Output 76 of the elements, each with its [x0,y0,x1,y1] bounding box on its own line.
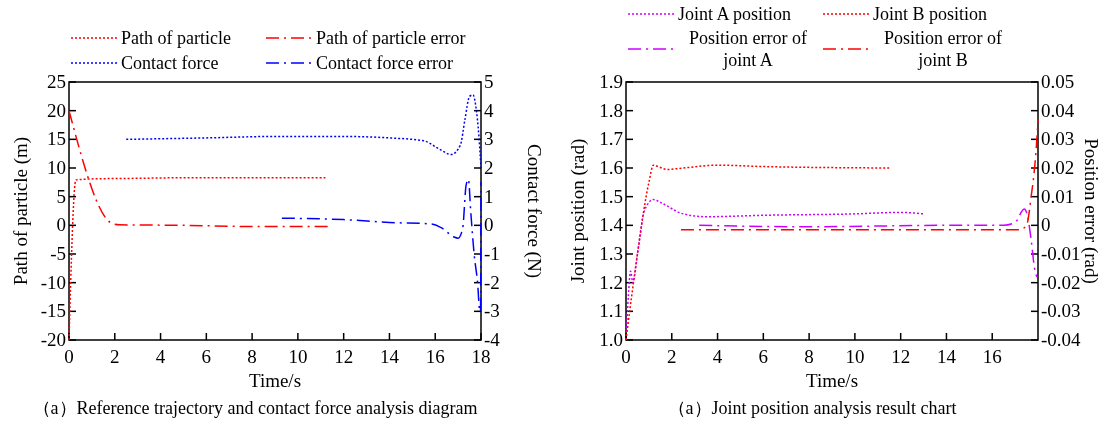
legend-label: Position error of joint A [689,28,807,70]
legend-label: Path of particle error [316,28,466,48]
y2-tick-label: 2 [484,157,494,178]
y2-tick-label: 0.03 [1041,128,1075,150]
x-tick-label: 12 [891,346,911,367]
y-tick-label: -15 [40,300,66,322]
y2-tick-label: 5 [484,71,494,92]
y2-tick-label: -0.03 [1041,300,1081,322]
y-tick-label: -20 [40,329,66,350]
legend-label: Path of particle [121,28,231,48]
y-axis-title: Path of particle (m) [10,136,32,286]
y-tick-label: 1.1 [599,300,623,322]
y2-tick-label: 0.02 [1041,157,1075,178]
y2-tick-label: -1 [484,243,500,264]
y-tick-label: 20 [47,99,66,121]
legend-label: Contact force error [316,53,453,73]
y-tick-label: 5 [56,185,66,207]
x-tick-label: 16 [425,346,445,367]
x-tick-label: 8 [804,346,814,367]
x-tick-label: 12 [334,346,354,367]
line-series [281,178,482,313]
y-tick-label: 1.8 [599,99,623,121]
y2-tick-label: -2 [484,271,500,293]
y2-tick-label: 4 [484,99,494,121]
text: （a）Joint position analysis result chart [667,398,957,418]
y-tick-label: 1.6 [599,157,623,178]
y-tick-label: -5 [50,243,66,264]
y2-tick-label: 0.04 [1041,99,1075,121]
y-tick-label: 1.2 [599,271,623,293]
line-series [625,164,890,341]
y2-tick-label: 0.05 [1041,71,1075,92]
x-tick-label: 2 [110,346,120,367]
legend-label: Contact force [121,53,219,73]
y-tick-label: 15 [47,128,66,150]
text: （a）Reference trajectory and contact force analysis diagram [32,398,478,418]
legend-label: Joint A position [678,4,792,24]
y-axis-title: Joint position (rad) [567,138,589,284]
x-tick-label: 4 [712,346,723,367]
x-tick-label: 14 [379,346,400,367]
y-tick-label: 1.9 [599,71,623,92]
x-tick-label: 2 [667,346,677,367]
legend-label: Joint B position [873,4,988,24]
y-tick-label: 1.3 [599,243,623,264]
line-series [698,208,1038,278]
x-tick-label: 8 [247,346,257,367]
y2-tick-label: -0.01 [1041,243,1081,264]
y-tick-label: 10 [47,157,66,178]
x-tick-label: 4 [155,346,166,367]
y2-axis-title: Position error (rad) [1080,138,1102,284]
y-tick-label: 25 [47,71,66,92]
x-tick-label: 10 [288,346,308,367]
y-tick-label: 1.4 [599,214,624,236]
y2-axis-title: Contact force (N) [523,144,545,278]
y2-tick-label: 0.01 [1041,185,1075,207]
y-tick-label: -10 [40,271,66,293]
y2-tick-label: -0.04 [1041,329,1082,350]
x-tick-label: 6 [758,346,769,367]
x-axis-title: Time/s [248,370,302,391]
y-tick-label: 1.5 [599,185,623,207]
x-tick-label: 6 [201,346,212,367]
x-tick-label: 14 [936,346,957,367]
y2-tick-label: 0 [484,214,494,236]
x-axis-title: Time/s [805,370,859,391]
x-tick-label: 16 [982,346,1002,367]
line-series [680,118,1039,231]
y2-tick-label: 3 [484,128,494,150]
y-tick-label: 1.7 [599,128,623,150]
line-series [125,94,482,169]
y-tick-label: 0 [56,214,66,236]
y2-tick-label: -3 [484,300,500,322]
y-tick-label: 1.0 [599,329,623,350]
y2-tick-label: 1 [484,185,494,207]
x-tick-label: 10 [845,346,865,367]
y2-tick-label: -0.02 [1041,271,1081,293]
legend-label: Position error of joint B [884,28,1002,70]
y2-tick-label: 0 [1041,214,1051,236]
